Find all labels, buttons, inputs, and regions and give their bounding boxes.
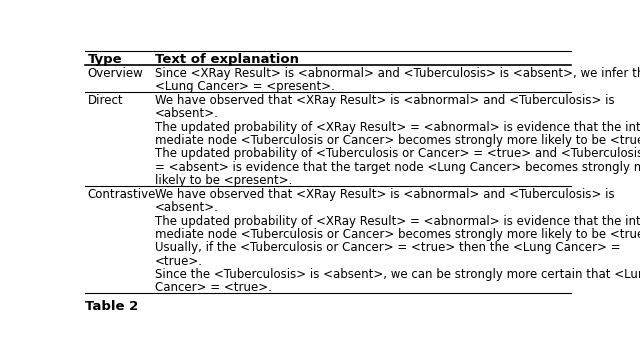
Text: <absent>.: <absent>. — [154, 107, 218, 120]
Text: Contrastive: Contrastive — [88, 188, 156, 201]
Text: Since the <Tuberculosis> is <absent>, we can be strongly more certain that <Lung: Since the <Tuberculosis> is <absent>, we… — [154, 268, 640, 281]
Text: Overview: Overview — [88, 67, 143, 80]
Text: The updated probability of <XRay Result> = <abnormal> is evidence that the inter: The updated probability of <XRay Result>… — [154, 215, 640, 228]
Text: = <absent> is evidence that the target node <Lung Cancer> becomes strongly more: = <absent> is evidence that the target n… — [154, 161, 640, 174]
Text: <Lung Cancer> = <present>.: <Lung Cancer> = <present>. — [154, 80, 335, 93]
Text: Table 2: Table 2 — [85, 300, 138, 313]
Text: Cancer> = <true>.: Cancer> = <true>. — [154, 281, 271, 294]
Text: likely to be <present>.: likely to be <present>. — [154, 174, 292, 187]
Text: The updated probability of <Tuberculosis or Cancer> = <true> and <Tuberculosis>: The updated probability of <Tuberculosis… — [154, 147, 640, 160]
Text: We have observed that <XRay Result> is <abnormal> and <Tuberculosis> is: We have observed that <XRay Result> is <… — [154, 188, 614, 201]
Text: Direct: Direct — [88, 94, 123, 107]
Text: <true>.: <true>. — [154, 255, 202, 268]
Text: Type: Type — [88, 53, 122, 65]
Text: <absent>.: <absent>. — [154, 201, 218, 214]
Text: Since <XRay Result> is <abnormal> and <Tuberculosis> is <absent>, we infer that: Since <XRay Result> is <abnormal> and <T… — [154, 67, 640, 80]
Text: We have observed that <XRay Result> is <abnormal> and <Tuberculosis> is: We have observed that <XRay Result> is <… — [154, 94, 614, 107]
Text: Usually, if the <Tuberculosis or Cancer> = <true> then the <Lung Cancer> =: Usually, if the <Tuberculosis or Cancer>… — [154, 241, 620, 254]
Text: The updated probability of <XRay Result> = <abnormal> is evidence that the inter: The updated probability of <XRay Result>… — [154, 121, 640, 134]
Text: mediate node <Tuberculosis or Cancer> becomes strongly more likely to be <true>.: mediate node <Tuberculosis or Cancer> be… — [154, 228, 640, 241]
Text: mediate node <Tuberculosis or Cancer> becomes strongly more likely to be <true>.: mediate node <Tuberculosis or Cancer> be… — [154, 134, 640, 147]
Text: Text of explanation: Text of explanation — [154, 53, 298, 65]
